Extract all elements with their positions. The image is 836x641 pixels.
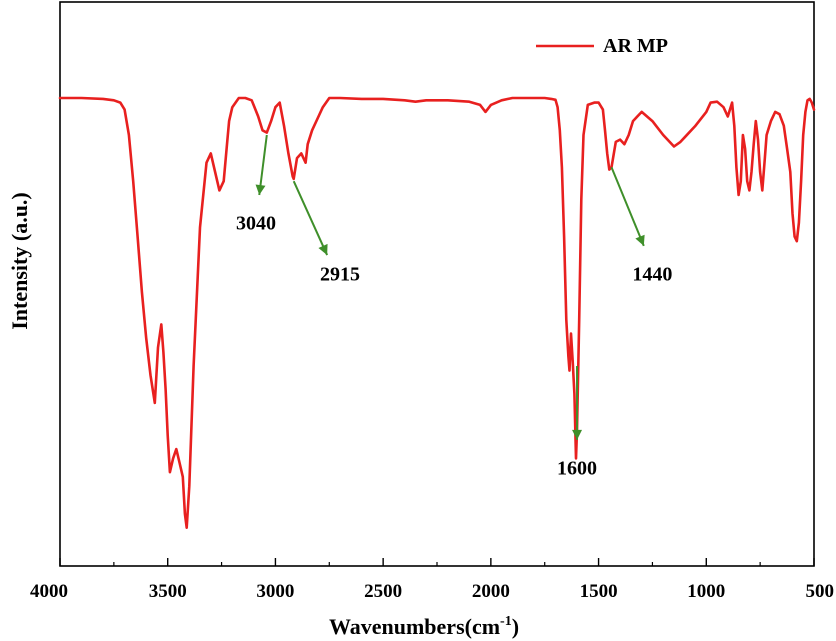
annotation-arrow-shaft <box>292 180 329 256</box>
x-axis-title-superscript: -1 <box>500 614 512 629</box>
x-tick-label: 4000 <box>30 581 68 602</box>
annotation-label: 1600 <box>557 458 597 480</box>
plot-frame <box>59 1 815 567</box>
annotation-arrow-shaft <box>258 134 268 196</box>
annotation-label: 2915 <box>320 264 360 286</box>
x-tick-label: 3000 <box>256 581 294 602</box>
series-line-ar-mp <box>58 96 816 530</box>
x-axis-title-main: Wavenumbers(cm <box>329 614 500 639</box>
x-tick-label: 3500 <box>149 581 187 602</box>
x-axis-title-suffix: ) <box>512 614 519 639</box>
annotation-arrow-head <box>572 429 583 440</box>
x-axis-ticks <box>59 558 815 566</box>
x-tick-label: 500 <box>806 581 835 602</box>
x-axis-title: Wavenumbers(cm-1) <box>329 614 519 639</box>
x-tick-label: 2500 <box>364 581 402 602</box>
annotation-label: 3040 <box>236 213 276 235</box>
y-axis-title: Intensity (a.u.) <box>7 192 32 330</box>
legend-label: AR MP <box>603 35 668 57</box>
annotation-arrow-head <box>255 184 266 196</box>
annotation-arrow-head <box>635 234 645 246</box>
x-tick-label: 1500 <box>580 581 618 602</box>
annotation-label: 1440 <box>632 264 672 286</box>
legend: AR MP <box>536 35 668 57</box>
x-tick-label: 2000 <box>472 581 510 602</box>
annotation-arrow-head <box>318 243 328 256</box>
annotation-arrow-shaft <box>610 166 645 247</box>
x-axis-tick-labels: 4000 3500 3000 2500 2000 1500 1000 500 <box>30 581 834 602</box>
peak-annotations: 3040 2915 1600 1440 <box>236 134 672 480</box>
x-tick-label: 1000 <box>687 581 725 602</box>
